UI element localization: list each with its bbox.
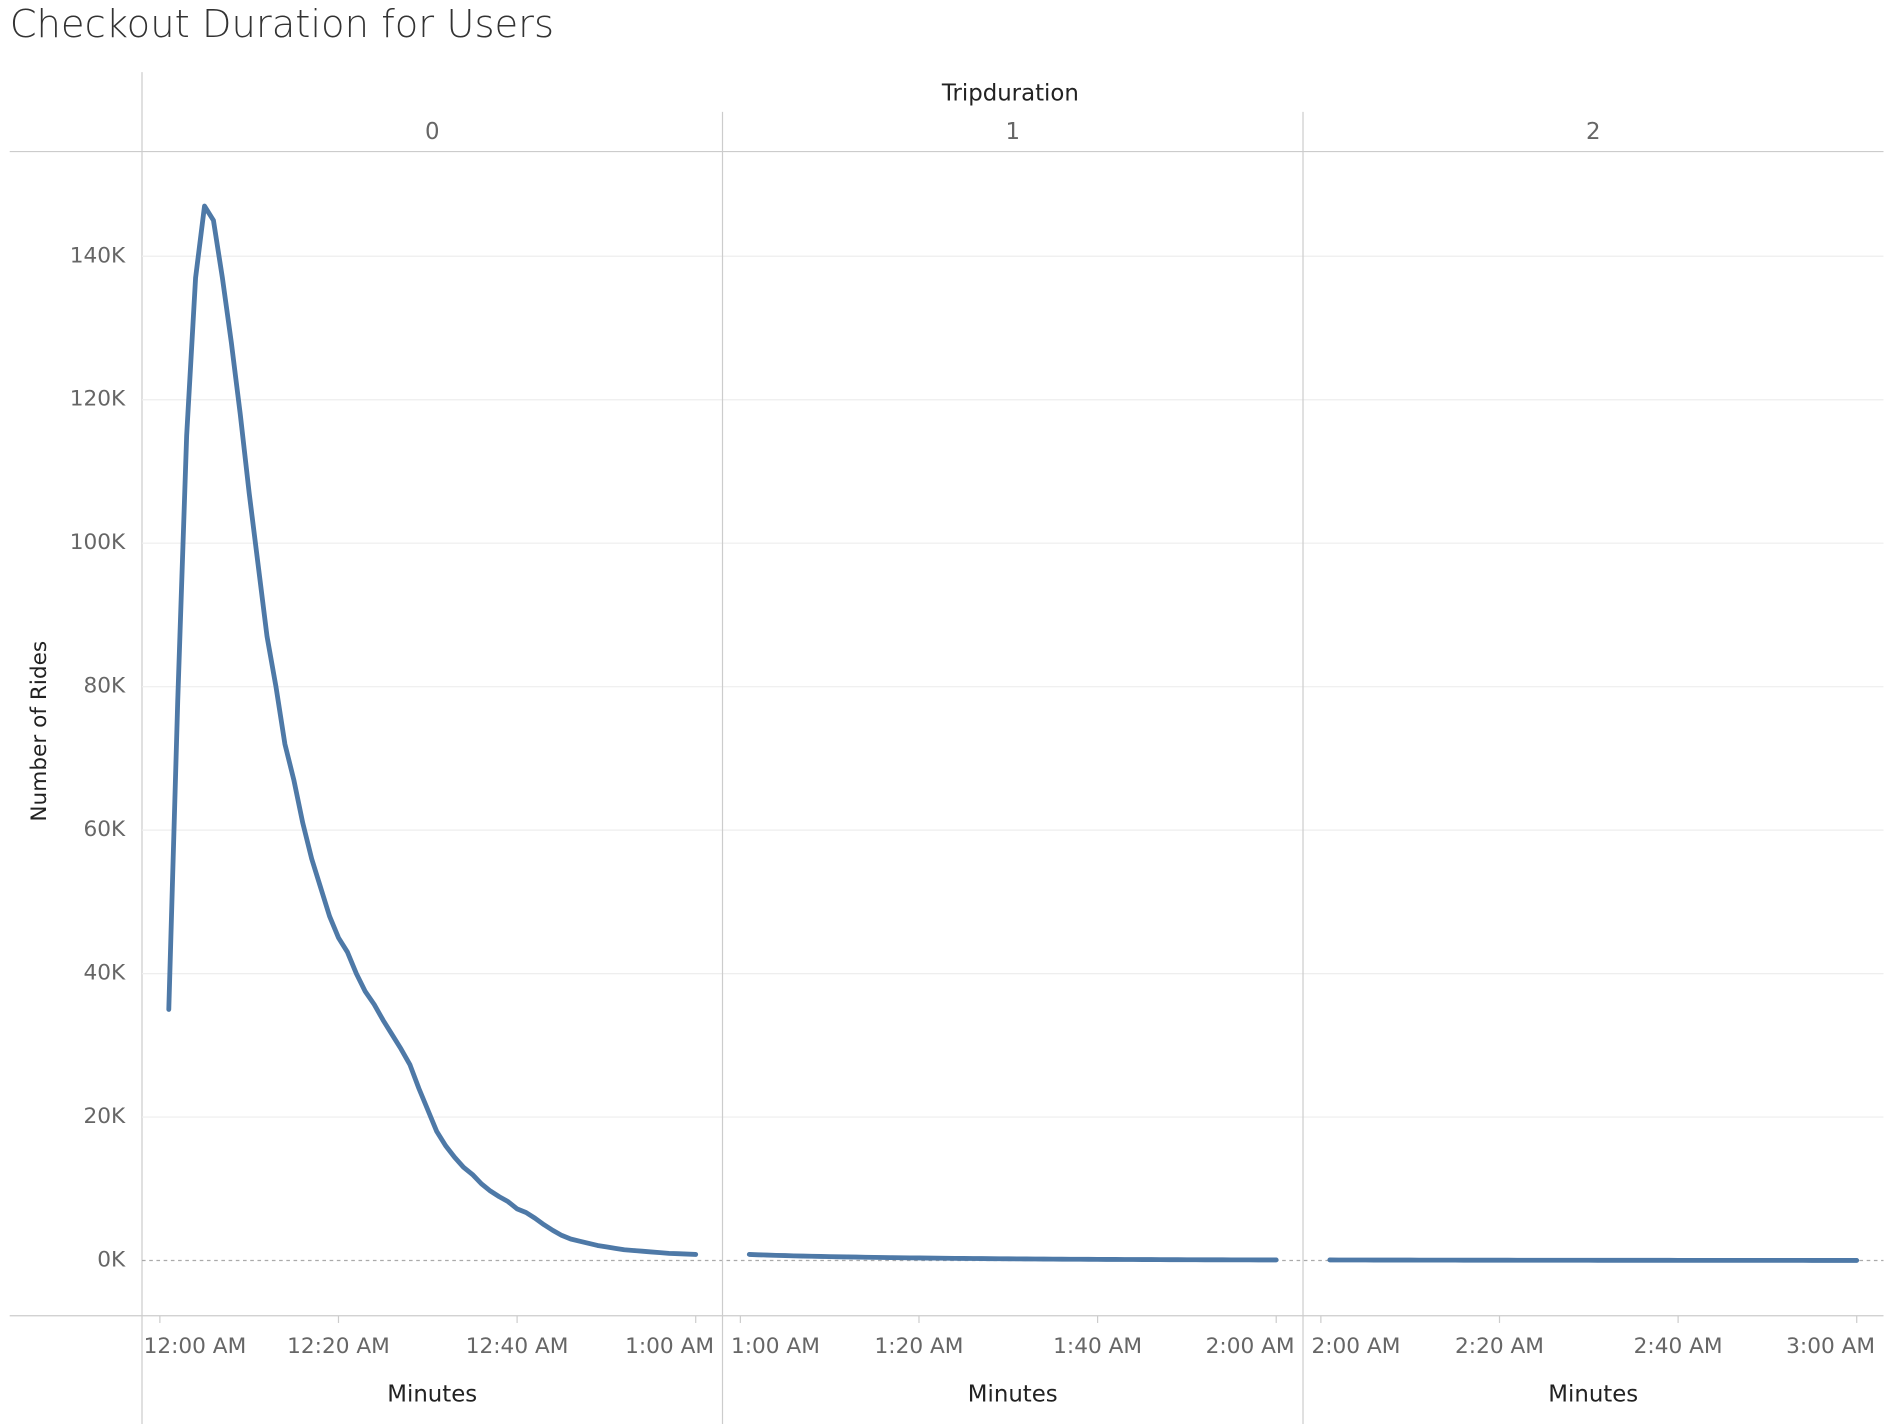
x-tick-label: 1:00 AM — [731, 1334, 820, 1359]
y-tick-label: 140K — [70, 243, 126, 268]
panel-label: 1 — [1005, 119, 1020, 145]
x-tick-label: 1:40 AM — [1053, 1334, 1142, 1359]
x-tick-label: 1:20 AM — [875, 1334, 964, 1359]
y-tick-label: 80K — [83, 674, 126, 699]
panel-label: 0 — [425, 119, 440, 145]
x-tick-label: 12:00 AM — [144, 1334, 247, 1359]
x-axis-label: Minutes — [1548, 1382, 1638, 1408]
y-axis-label: Number of Rides — [27, 641, 52, 822]
x-tick-label: 2:00 AM — [1206, 1334, 1295, 1359]
y-tick-label: 60K — [83, 817, 126, 842]
panel-label: 2 — [1586, 119, 1601, 145]
y-tick-label: 100K — [70, 530, 126, 555]
x-tick-label: 12:40 AM — [466, 1334, 569, 1359]
chart-title: Checkout Duration for Users — [10, 2, 554, 47]
y-tick-label: 20K — [83, 1104, 126, 1129]
x-tick-label: 12:20 AM — [287, 1334, 390, 1359]
x-tick-label: 2:00 AM — [1311, 1334, 1400, 1359]
y-tick-label: 0K — [97, 1248, 126, 1273]
x-tick-label: 2:20 AM — [1455, 1334, 1544, 1359]
y-tick-label: 40K — [83, 961, 126, 986]
x-tick-label: 2:40 AM — [1634, 1334, 1723, 1359]
line-series — [749, 1254, 1276, 1260]
x-tick-label: 3:00 AM — [1786, 1334, 1875, 1359]
panel-header: Tripduration — [941, 80, 1079, 106]
x-axis-label: Minutes — [968, 1382, 1058, 1408]
y-tick-label: 120K — [70, 387, 126, 412]
line-series — [169, 206, 696, 1254]
x-tick-label: 1:00 AM — [625, 1334, 714, 1359]
x-axis-label: Minutes — [387, 1382, 477, 1408]
